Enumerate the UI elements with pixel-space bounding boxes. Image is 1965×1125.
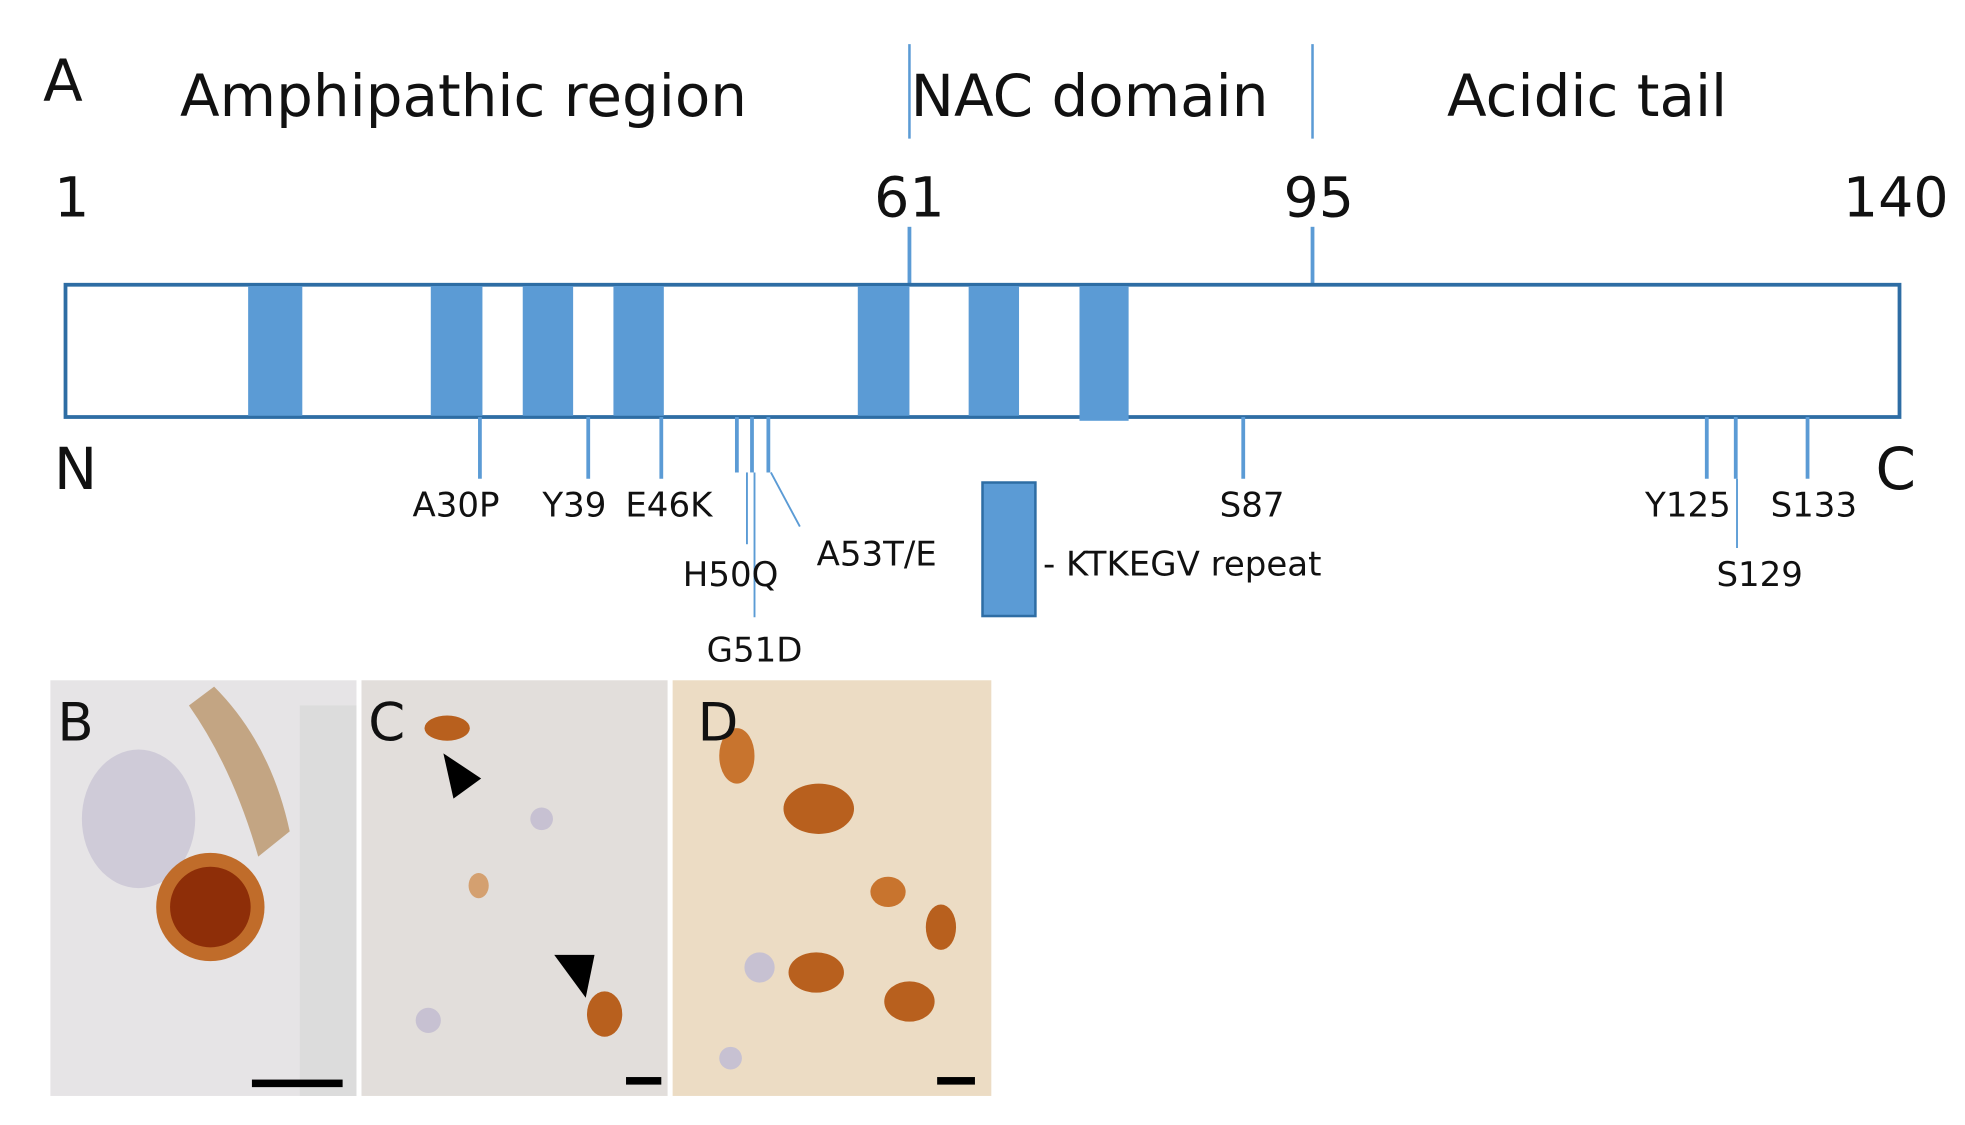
inclusion — [870, 876, 906, 908]
repeat-box — [613, 286, 664, 416]
inclusion — [788, 952, 844, 993]
inclusion — [783, 783, 855, 834]
panel-label: A — [43, 47, 83, 115]
cell-nucleus — [530, 807, 553, 831]
terminus-label: N — [54, 435, 97, 503]
repeat-box — [248, 286, 303, 416]
mutation-label: Y39 — [541, 486, 606, 526]
inclusion — [468, 872, 489, 899]
micrograph-d: D — [672, 680, 992, 1096]
inclusion — [586, 991, 623, 1037]
cell-nucleus — [744, 952, 775, 983]
scale-bar — [626, 1077, 662, 1085]
legend-label: - KTKEGV repeat — [1043, 545, 1322, 585]
position-label: 95 — [1284, 167, 1355, 231]
cell-nucleus — [415, 1007, 441, 1033]
position-label: 1 — [54, 167, 89, 231]
micrograph-c: C — [361, 680, 668, 1096]
region-label: Amphipathic region — [180, 62, 747, 130]
mutation-label: G51D — [707, 630, 803, 670]
scale-bar — [251, 1079, 343, 1088]
mutation-lines — [478, 417, 1810, 618]
mutation-label: E46K — [625, 486, 714, 526]
repeat-box — [857, 286, 910, 416]
arrowhead — [443, 753, 482, 799]
mutation-label: Y125 — [1644, 486, 1731, 526]
tissue-background — [361, 680, 668, 1096]
mutation-label: A53T/E — [817, 535, 937, 575]
legend-swatch — [981, 481, 1037, 618]
repeat-boxes — [248, 286, 1129, 421]
mutation-label: S133 — [1771, 486, 1857, 526]
position-label: 61 — [874, 167, 945, 231]
mutation-label: S87 — [1220, 486, 1285, 526]
mutation-label: H50Q — [683, 555, 779, 595]
mutation-label: S129 — [1716, 555, 1802, 595]
inclusion — [884, 981, 935, 1022]
micrograph-b: B — [50, 680, 357, 1096]
tissue-region — [299, 705, 357, 1096]
mutation-arrow — [770, 471, 801, 528]
inclusion — [719, 728, 755, 784]
cell-nucleus — [81, 749, 196, 889]
repeat-box — [968, 286, 1020, 416]
inclusion — [925, 904, 957, 950]
panel-label: C — [368, 693, 405, 754]
inclusion — [424, 715, 470, 741]
scale-bar — [937, 1077, 975, 1085]
repeat-box — [1079, 286, 1129, 421]
region-label: NAC domain — [911, 62, 1269, 130]
panel-label: B — [57, 693, 93, 754]
region-label: Acidic tail — [1447, 62, 1727, 130]
arrowhead — [554, 954, 595, 998]
pigment — [188, 686, 290, 857]
mutation-labels: A30P Y39 E46K H50Q G51D A53T/E S87 Y125 … — [412, 486, 1857, 671]
repeat-box — [430, 286, 483, 416]
repeat-box — [522, 286, 574, 416]
panel-label: D — [698, 693, 739, 754]
cell-nucleus — [719, 1046, 742, 1070]
terminus-label: C — [1875, 435, 1915, 503]
mutation-label: A30P — [412, 486, 499, 526]
position-label: 140 — [1843, 167, 1949, 231]
lewy-body-core — [170, 866, 251, 948]
